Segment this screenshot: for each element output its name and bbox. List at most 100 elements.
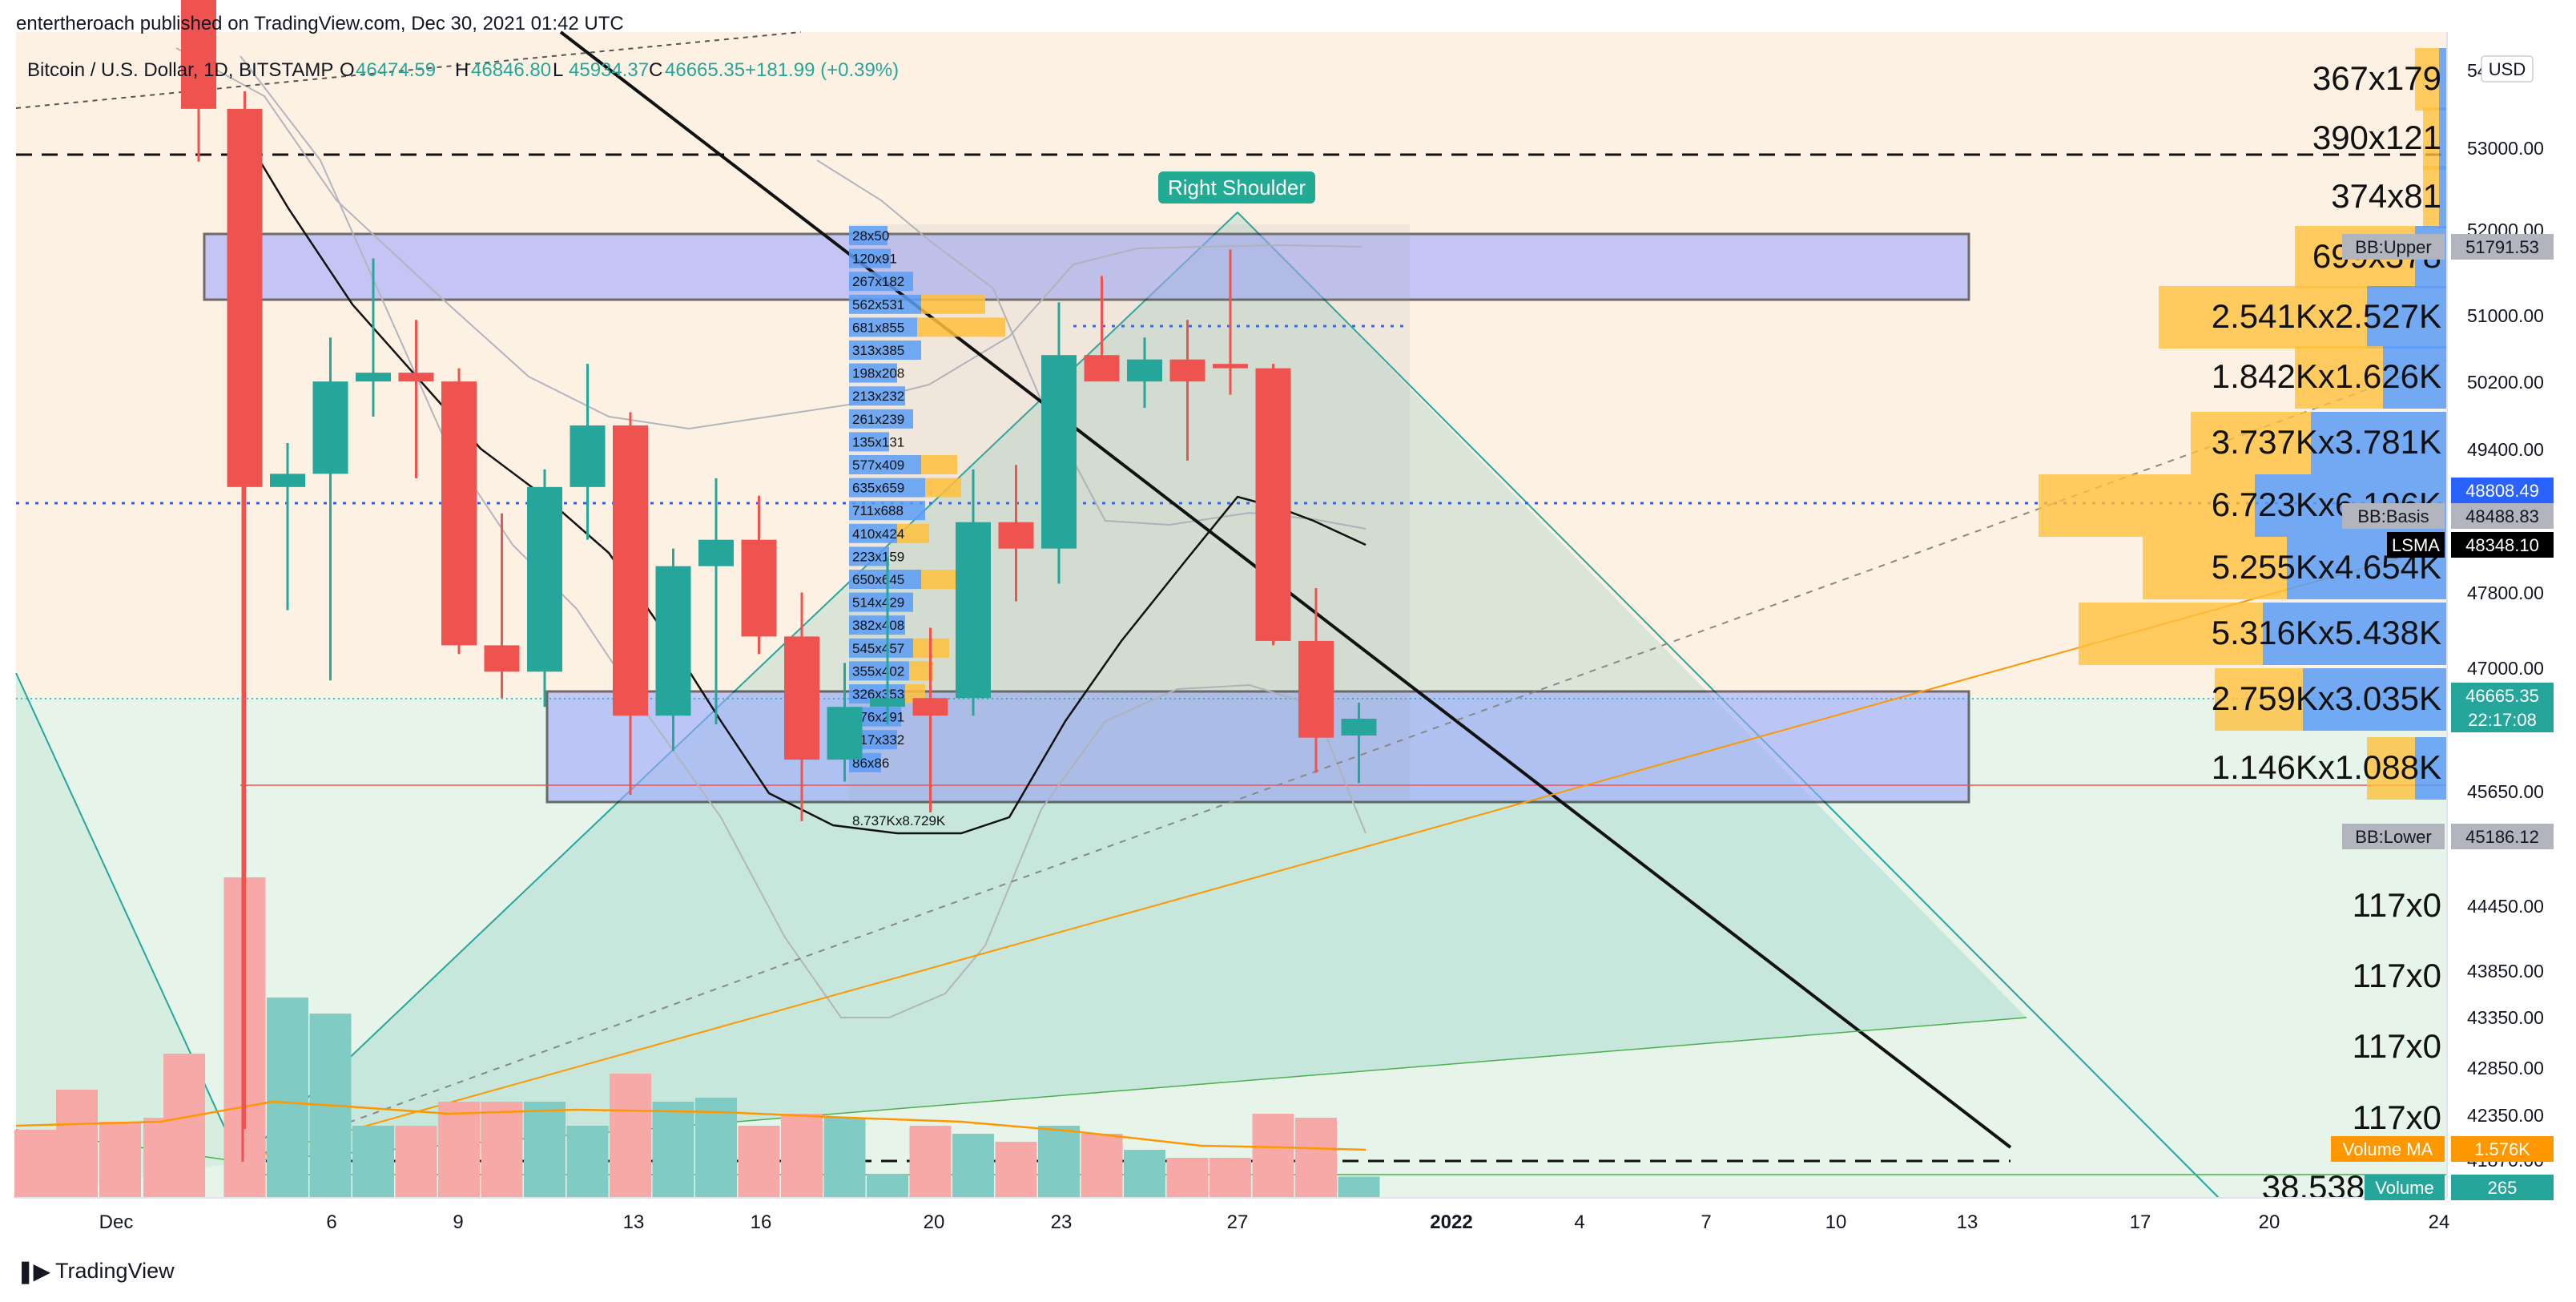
volume-bar — [99, 1122, 141, 1198]
candle-body — [1298, 640, 1334, 738]
price-tag-value: 46665.35 — [2465, 686, 2539, 706]
candle-body — [441, 381, 477, 646]
price-tag-value: 265 — [2488, 1178, 2518, 1198]
vp-left-bar-down — [921, 294, 985, 314]
price-tag-name: BB:Lower — [2355, 827, 2431, 847]
vp-left-label: 198x208 — [852, 366, 904, 381]
price-tag-value: 51791.53 — [2465, 237, 2539, 257]
time-label: 9 — [453, 1211, 463, 1233]
price-tick: 51000.00 — [2467, 305, 2544, 326]
lsma-line — [239, 127, 1366, 835]
volume-bar — [738, 1126, 780, 1198]
symbol-title: Bitcoin / U.S. Dollar, 1D, BITSTAMP — [27, 59, 333, 81]
price-tag-name: BB:Basis — [2357, 506, 2429, 526]
volume-bar — [995, 1142, 1037, 1198]
volume-bar — [14, 1130, 56, 1198]
time-label: 4 — [1574, 1211, 1584, 1233]
upper-resistance-box — [203, 232, 1970, 301]
candle-body — [870, 698, 905, 707]
volume-bar — [1210, 1158, 1251, 1198]
right-shoulder-label: Right Shoulder — [1168, 175, 1306, 200]
vp-left-bar-up — [849, 317, 917, 337]
vp-left-bar-up — [849, 248, 891, 268]
vp-right-bar-down — [2295, 346, 2383, 409]
volume-bar — [566, 1126, 609, 1198]
ohlc-value: L — [553, 59, 563, 81]
volume-bar — [524, 1102, 566, 1198]
volume-bar — [1081, 1134, 1123, 1198]
currency-label: USD — [2489, 59, 2526, 79]
time-label: 6 — [326, 1211, 336, 1233]
vp-left-label: 650x645 — [852, 572, 904, 587]
vp-right-bar-down — [2143, 537, 2287, 599]
dashed-gray-line-top — [15, 31, 802, 109]
vp-left-label: 261x239 — [852, 412, 904, 427]
vp-right-label: 367x179 — [2312, 59, 2441, 97]
price-tick: 53000.00 — [2467, 138, 2544, 159]
vp-left-bar-up — [849, 478, 925, 498]
volume-bar — [909, 1126, 952, 1198]
price-tick: 50200.00 — [2467, 372, 2544, 393]
price-tick: 45650.00 — [2467, 781, 2544, 802]
volume-bar — [1124, 1150, 1165, 1198]
price-tag-value: 48488.83 — [2465, 506, 2539, 526]
candle-body — [1127, 359, 1162, 382]
vp-right-label: 5.316Kx5.438K — [2212, 614, 2441, 651]
vp-left-label: 577x409 — [852, 458, 904, 473]
price-tick: 42350.00 — [2467, 1105, 2544, 1126]
vp-left-bar-up — [849, 386, 905, 406]
vp-left-label: 276x291 — [852, 710, 904, 725]
time-label: 13 — [623, 1211, 645, 1233]
right-volume-profile: 367x179390x121374x81699x3782.541Kx2.527K… — [2039, 48, 2447, 1206]
lower-support-box — [545, 690, 1970, 804]
price-tag-value: 48348.10 — [2465, 535, 2539, 555]
vp-right-label: 117x0 — [2353, 1098, 2441, 1136]
time-label: Dec — [99, 1211, 134, 1233]
vp-left-bar-up — [849, 363, 897, 383]
time-label: 17 — [2130, 1211, 2151, 1233]
currency-box — [2481, 55, 2534, 83]
candle-body — [655, 566, 691, 716]
price-tag-value-bg — [2451, 1175, 2554, 1200]
vp-left-bar-up — [849, 546, 889, 566]
volume-bar — [610, 1074, 651, 1198]
vp-left-bar-up — [849, 294, 921, 314]
volume-bar — [1295, 1118, 1337, 1198]
candle-body — [1169, 359, 1205, 382]
vp-left-bar-down — [921, 455, 957, 474]
vp-right-bar-up — [2439, 107, 2447, 170]
vp-right-bar-up — [2263, 603, 2447, 665]
vp-right-bar-up — [2439, 166, 2447, 228]
price-tag-value-bg — [2451, 824, 2554, 849]
candle-body — [312, 381, 348, 474]
price-tag-name: Volume — [2375, 1178, 2433, 1198]
vp-left-bar-down — [921, 570, 961, 589]
time-axis-panel — [16, 1198, 2447, 1238]
candle-body — [1255, 368, 1291, 641]
price-tag-name-bg — [2365, 1175, 2445, 1200]
vp-left-label: 355x402 — [852, 663, 904, 679]
ohlc-value: 46665.35 — [665, 59, 745, 81]
volume-bar — [823, 1118, 866, 1198]
vp-left-bar-up — [849, 523, 897, 543]
ohlc-value: 45934.37 — [569, 59, 649, 81]
price-tag-value-bg — [2451, 503, 2554, 529]
bb-upper-curve — [175, 47, 1362, 430]
price-tick: 47000.00 — [2467, 658, 2544, 679]
price-tick: 49400.00 — [2467, 439, 2544, 460]
price-tag-value: 22:17:08 — [2468, 710, 2537, 730]
volume-bar — [143, 1118, 185, 1198]
vp-right-label: 3.737Kx3.781K — [2212, 423, 2441, 461]
price-tag-value-bg — [2451, 234, 2554, 260]
tradingview-logo[interactable]: ❚▶ TradingView — [16, 1258, 175, 1284]
vp-right-bar-up — [2303, 668, 2447, 731]
volume-bar — [352, 1126, 394, 1198]
price-tick: 43350.00 — [2467, 1007, 2544, 1028]
vp-right-label: 117x0 — [2353, 957, 2441, 994]
vp-left-label: 514x429 — [852, 595, 904, 611]
price-tag-name-bg — [2387, 532, 2445, 558]
time-label: 2022 — [1430, 1211, 1472, 1233]
vp-left-bar-down — [917, 317, 1005, 337]
